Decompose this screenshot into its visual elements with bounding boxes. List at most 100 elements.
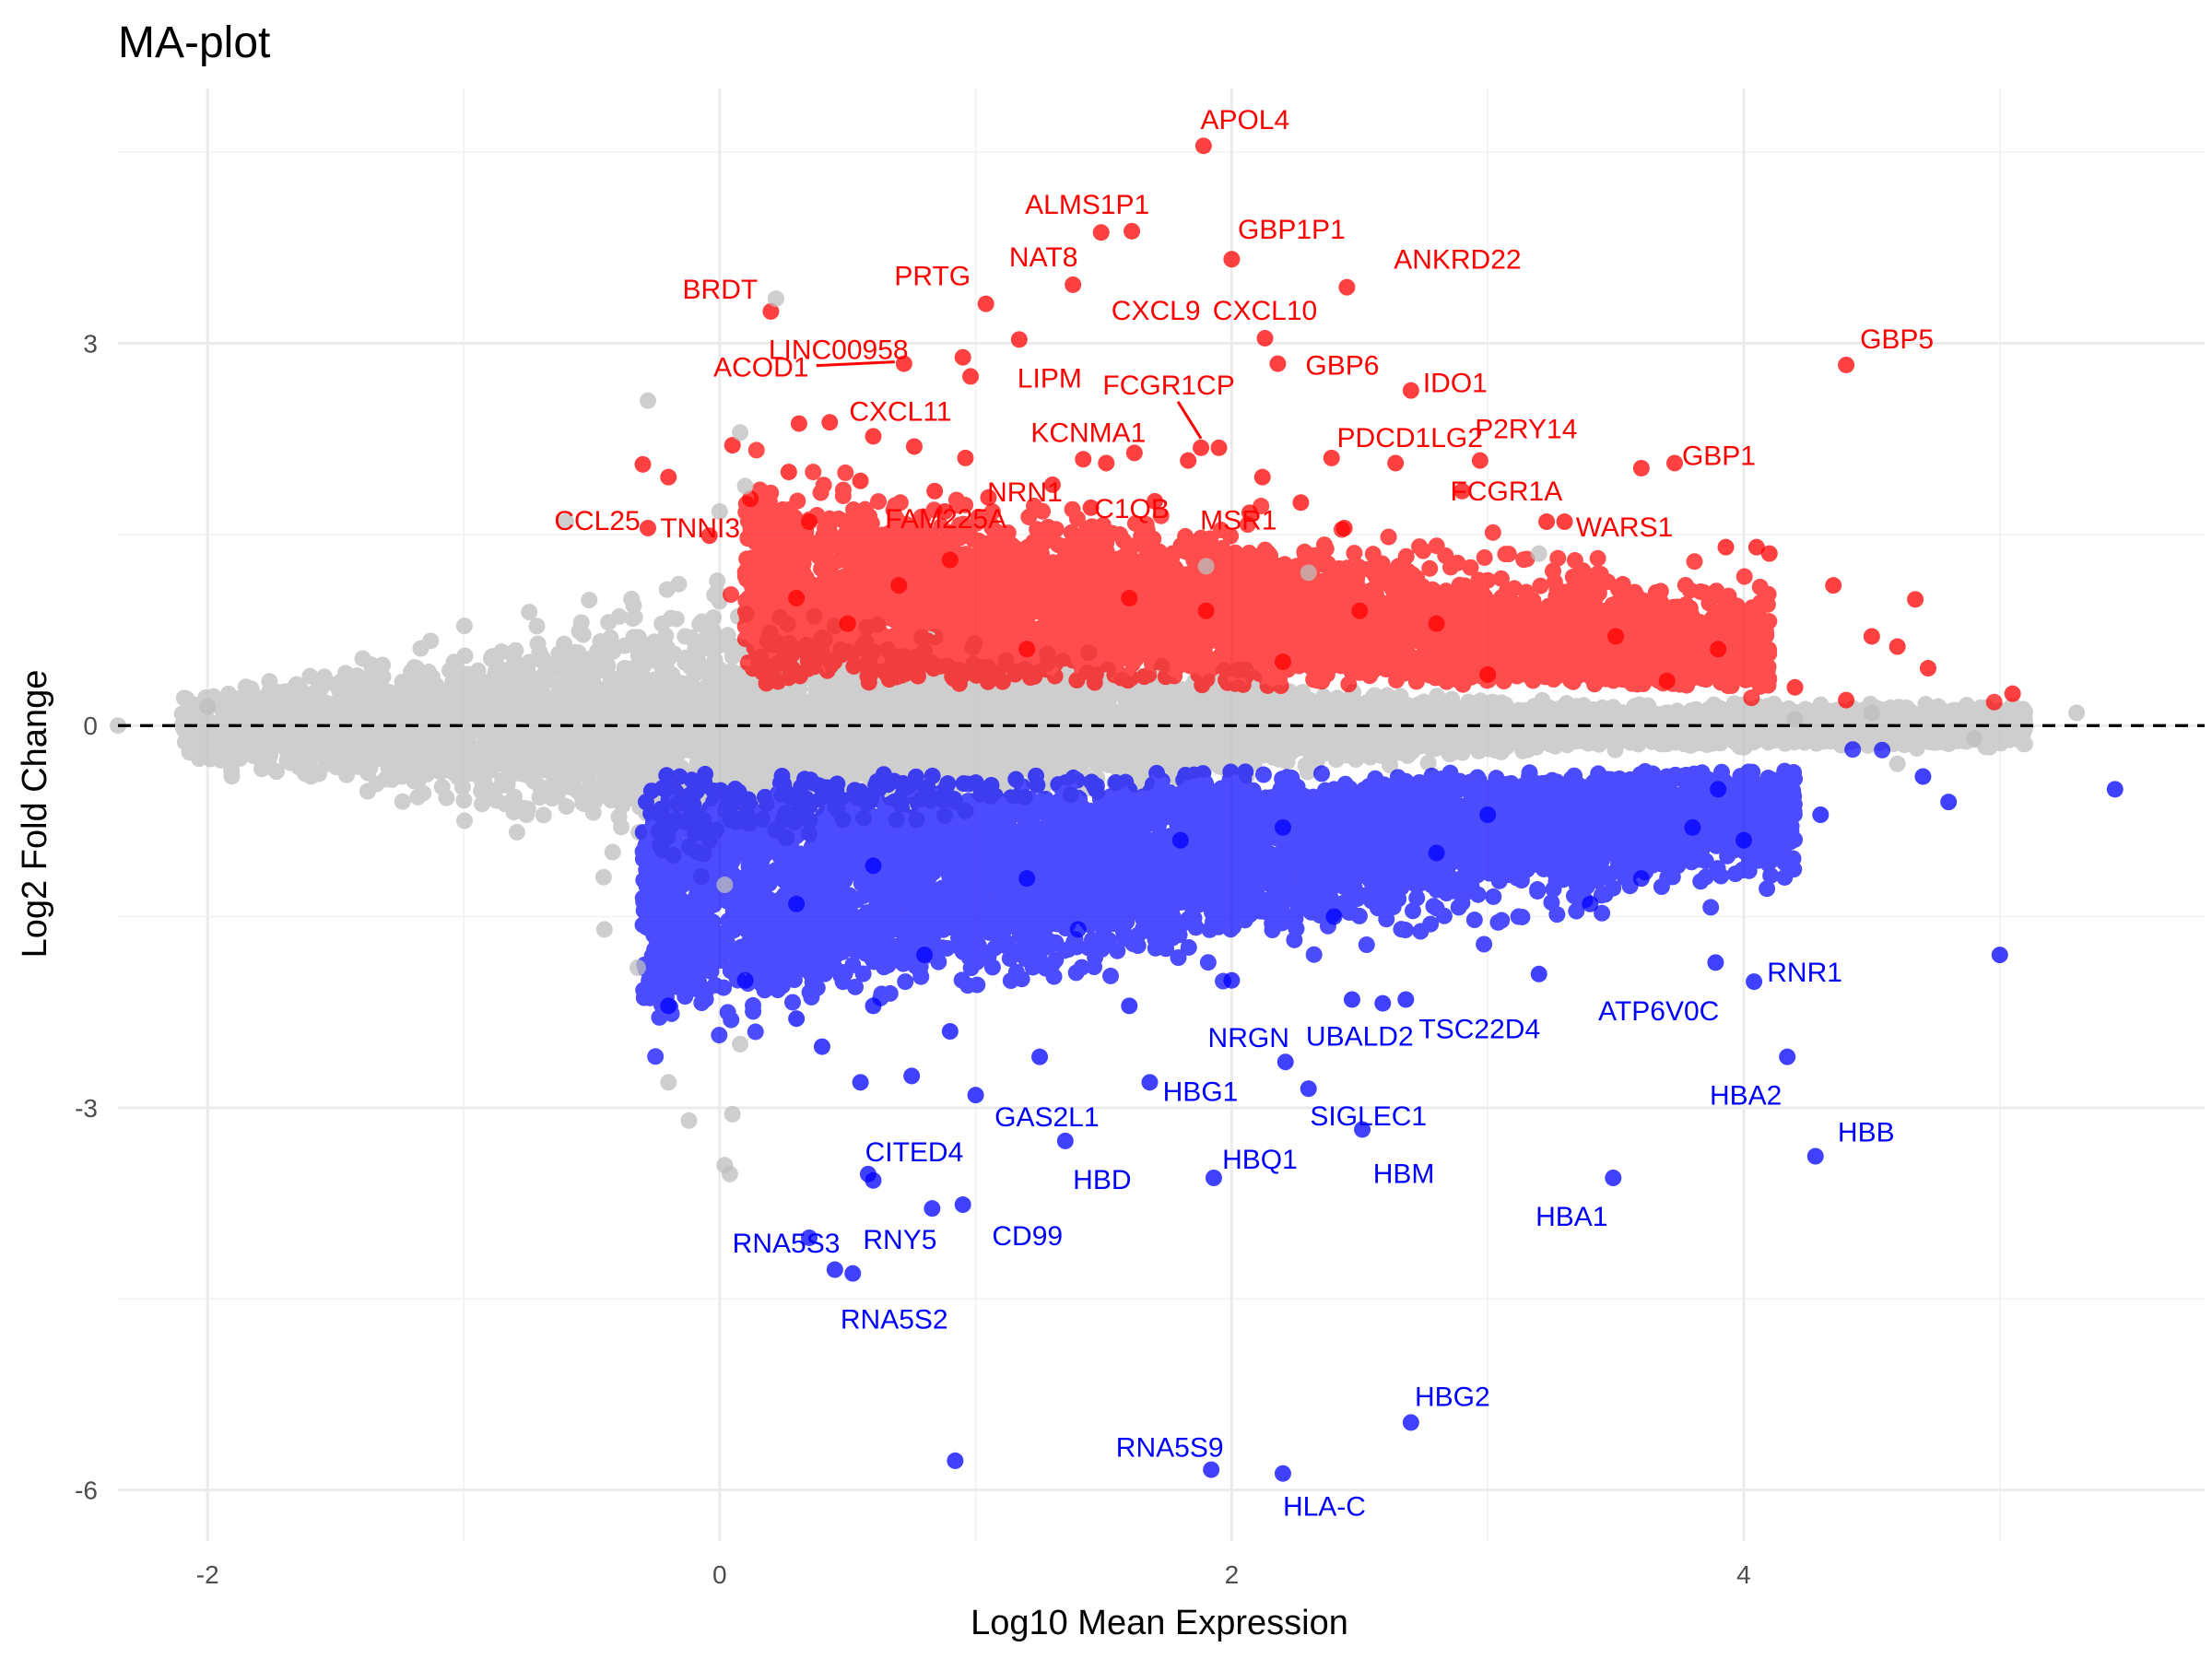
down-point [1171,831,1189,849]
label-leader-line [1176,401,1203,440]
up-point [1402,382,1419,399]
gene-label: NAT8 [1009,242,1077,273]
down-point [1806,1147,1824,1165]
data-points [110,137,2124,1482]
y-tick-label: -3 [75,1094,98,1123]
up-point [700,527,718,545]
gene-label: WARS1 [1576,512,1674,543]
down-point [1018,870,1036,888]
down-point [1203,1461,1220,1478]
up-point [1838,356,1855,373]
ns-point [1786,711,1804,728]
down-point [924,1200,941,1218]
up-point [1351,602,1369,619]
ns-point [1530,545,1547,562]
up-point [962,368,980,385]
ns-point [711,502,728,520]
gene-label: FAM225A [885,504,1006,535]
gene-label: GBP5 [1860,324,1934,355]
down-point [947,1452,964,1469]
gene-label: CD99 [992,1221,1063,1252]
down-point [1707,954,1724,971]
up-point [1210,439,1228,456]
down-point [1940,794,1958,811]
gene-label: FCGR1CP [1102,371,1234,401]
up-point [821,414,839,431]
gene-label: LINC00958 [769,335,909,366]
ns-point [2068,704,2086,722]
down-point [1354,1121,1371,1138]
up-point [1428,615,1445,632]
ns-point [660,1074,677,1091]
down-point [1277,1053,1294,1071]
up-point [977,295,994,312]
down-point [1056,1132,1074,1149]
up-point [890,577,908,594]
down-point [1632,870,1650,888]
y-axis-title: Log2 Fold Change [16,670,54,959]
ns-point [640,392,657,409]
gene-label: NRN1 [987,477,1063,508]
up-point [941,551,959,569]
down-point [1325,908,1343,925]
gene-label: RNR1 [1767,958,1842,988]
down-point [903,1067,921,1085]
gene-label: HBA2 [1710,1081,1782,1112]
down-point [852,1074,869,1091]
gene-label: IDO1 [1423,369,1488,399]
gene-label: CXCL11 [849,396,951,427]
down-point [1343,991,1360,1008]
up-point [1632,459,1650,477]
gene-label: LIPM [1018,363,1082,394]
up-point [895,355,912,372]
down-point [1069,921,1087,938]
up-point [1888,638,1906,655]
down-point [1479,806,1497,823]
up-point [1292,494,1310,512]
gene-label: P2RY14 [1475,415,1577,445]
up-point [1274,653,1291,671]
up-point [1193,439,1210,456]
gene-label: ATP6V0C [1598,996,1719,1027]
up-point [1665,454,1683,472]
down-point [1223,971,1241,989]
up-point [905,438,923,455]
gene-label: HBQ1 [1222,1145,1298,1175]
down-point [1374,994,1392,1012]
gene-labels: APOL4 ALMS1P1 GBP1P1 NAT8 ANKRD22 PRTG BRDT LIN… [554,105,1934,1523]
up-point [660,468,677,486]
up-point [1043,476,1061,493]
down-point [788,895,806,912]
ns-point [680,1112,698,1129]
up-point [742,490,759,508]
gene-label: HBM [1373,1159,1435,1189]
gene-label: RNA5S3 [733,1229,841,1259]
down-point [865,857,882,875]
down-point [1582,895,1599,912]
up-point [1556,513,1573,531]
x-tick-label: -2 [196,1560,219,1589]
down-point [941,1023,959,1041]
up-point [1256,329,1274,347]
gene-label: CITED4 [865,1137,964,1168]
down-point [1397,991,1415,1008]
down-point [1779,1048,1796,1065]
up-point [1241,504,1258,522]
up-point [1479,665,1497,683]
up-point [865,428,882,445]
up-point [1180,452,1197,469]
up-point [1253,468,1271,486]
ns-point [1888,755,1906,772]
gene-label: PRTG [894,262,971,292]
gene-label: APOL4 [1200,105,1289,135]
gene-label: NRGN [1208,1023,1289,1053]
down-point [865,997,882,1015]
up-point [634,455,652,473]
up-point [1323,449,1340,466]
gene-label: GBP6 [1305,351,1379,382]
up-point [1786,678,1804,696]
up-point [1121,589,1138,606]
up-point [1863,628,1880,645]
down-point [1735,831,1752,849]
gene-label: UBALD2 [1306,1022,1414,1053]
